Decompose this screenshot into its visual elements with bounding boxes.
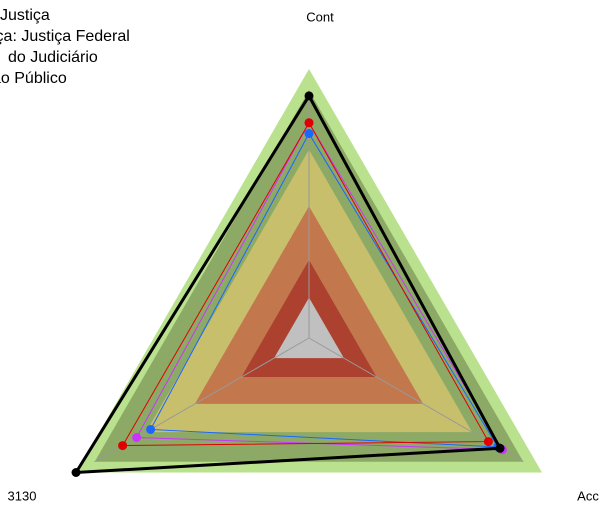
point — [71, 468, 81, 477]
axis-line — [94, 337, 310, 463]
axes: Cont Acc 3130 — [8, 9, 600, 503]
axis-label: 3130 — [8, 488, 37, 503]
point — [146, 424, 156, 434]
legend-label: iça: Justiça Federal — [0, 28, 130, 45]
point — [495, 443, 505, 453]
point — [118, 441, 128, 451]
axis-label: Cont — [306, 9, 334, 24]
plot — [71, 91, 507, 477]
point — [483, 437, 493, 447]
point — [132, 433, 142, 443]
legend: Justiça iça: Justiça Federal do Judiciário… — [0, 7, 130, 87]
legend-label: do Judiciário — [8, 49, 98, 66]
legend-label: Justiça — [0, 7, 50, 24]
point — [304, 129, 314, 139]
series-line — [121, 121, 490, 447]
axis-label: Acc — [577, 488, 599, 503]
legend-label: ão Público — [0, 70, 67, 87]
point — [304, 118, 314, 128]
point — [304, 91, 314, 101]
series-line — [73, 92, 503, 475]
